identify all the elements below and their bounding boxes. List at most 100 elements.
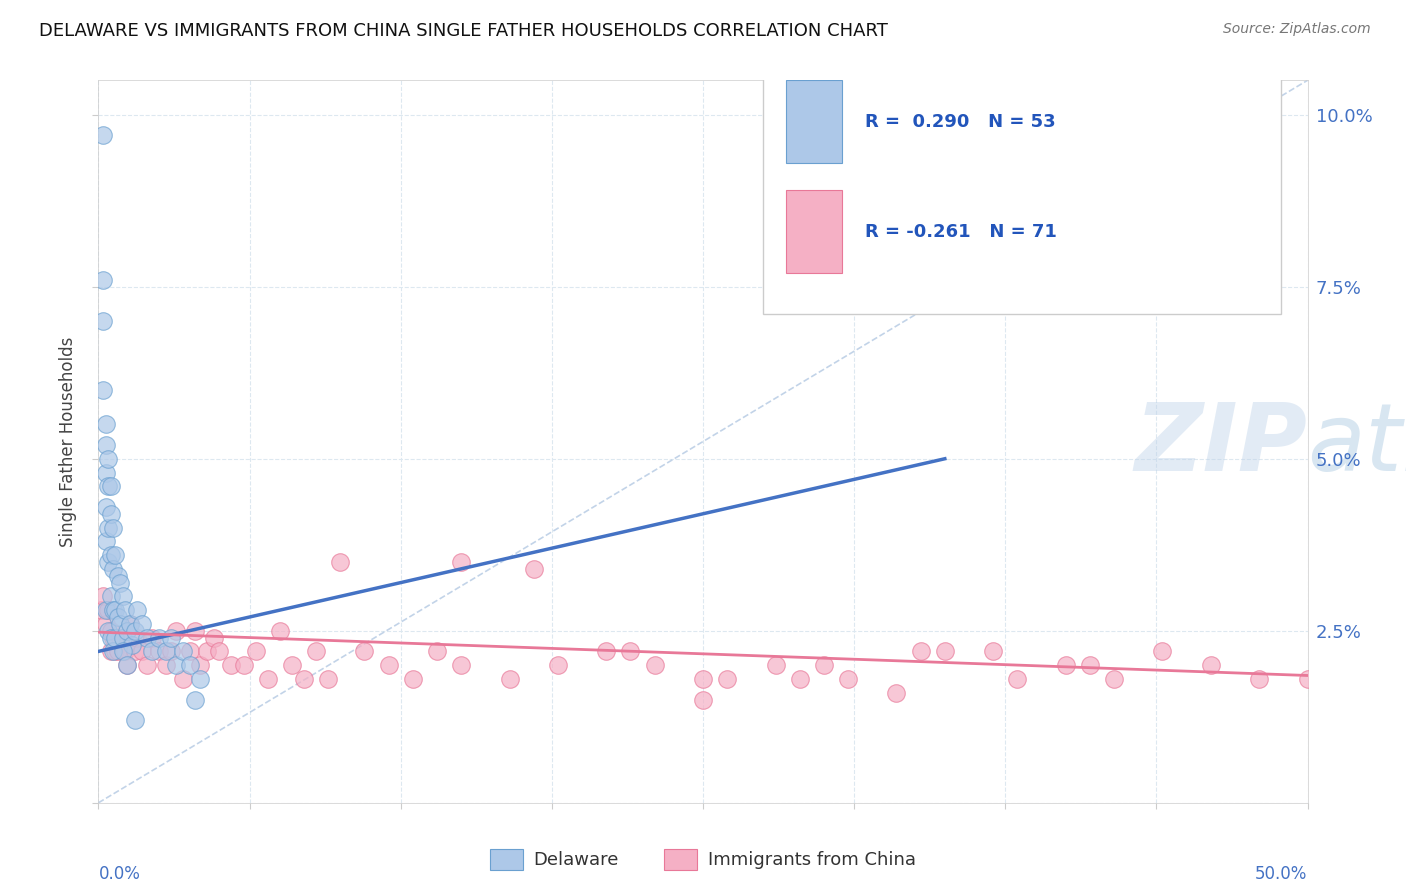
- Point: [117, 624, 139, 638]
- Text: R =  0.290   N = 53: R = 0.290 N = 53: [865, 112, 1056, 130]
- Point: [179, 658, 201, 673]
- Point: [111, 631, 134, 645]
- Point: [107, 644, 129, 658]
- Point: [100, 479, 122, 493]
- Point: [135, 631, 157, 645]
- Point: [97, 555, 120, 569]
- Point: [100, 644, 122, 658]
- Point: [141, 631, 163, 645]
- Point: [547, 658, 569, 673]
- Y-axis label: Single Father Households: Single Father Households: [59, 336, 77, 547]
- Text: Source: ZipAtlas.com: Source: ZipAtlas.com: [1223, 22, 1371, 37]
- Point: [1054, 658, 1077, 673]
- Point: [148, 631, 170, 645]
- Point: [97, 520, 120, 534]
- Point: [114, 644, 136, 658]
- Point: [124, 713, 146, 727]
- Point: [94, 466, 117, 480]
- Point: [131, 616, 153, 631]
- Point: [426, 644, 449, 658]
- Point: [124, 624, 146, 638]
- Point: [94, 417, 117, 432]
- Point: [100, 631, 122, 645]
- Point: [498, 672, 520, 686]
- Point: [94, 616, 117, 631]
- Point: [195, 644, 218, 658]
- Point: [232, 658, 254, 673]
- Point: [114, 603, 136, 617]
- Point: [886, 686, 908, 700]
- Point: [1007, 672, 1029, 686]
- Point: [94, 603, 117, 617]
- Point: [101, 644, 124, 658]
- Point: [108, 631, 131, 645]
- Point: [155, 644, 177, 658]
- Point: [692, 692, 714, 706]
- Point: [269, 624, 291, 638]
- FancyBboxPatch shape: [786, 190, 842, 273]
- Point: [165, 658, 187, 673]
- Point: [94, 438, 117, 452]
- Point: [108, 616, 131, 631]
- Point: [111, 631, 134, 645]
- Point: [127, 603, 149, 617]
- Point: [1249, 672, 1271, 686]
- Point: [100, 624, 122, 638]
- Point: [101, 562, 124, 576]
- Point: [179, 644, 201, 658]
- Point: [523, 562, 546, 576]
- Point: [100, 548, 122, 562]
- Point: [450, 555, 472, 569]
- Point: [256, 672, 278, 686]
- Point: [188, 658, 211, 673]
- Legend: Delaware, Immigrants from China: Delaware, Immigrants from China: [484, 841, 922, 877]
- Point: [204, 631, 226, 645]
- Point: [1152, 644, 1174, 658]
- Point: [111, 644, 134, 658]
- Point: [121, 638, 143, 652]
- Point: [104, 644, 127, 658]
- Point: [377, 658, 399, 673]
- Point: [245, 644, 267, 658]
- Point: [107, 568, 129, 582]
- Text: ZIP: ZIP: [1135, 399, 1308, 491]
- Point: [1296, 672, 1319, 686]
- Point: [124, 644, 146, 658]
- Point: [90, 603, 112, 617]
- Point: [619, 644, 641, 658]
- Point: [837, 672, 859, 686]
- Point: [450, 658, 472, 673]
- Point: [910, 644, 932, 658]
- Point: [111, 590, 134, 604]
- Point: [97, 624, 120, 638]
- Point: [94, 534, 117, 549]
- Point: [100, 507, 122, 521]
- Point: [329, 555, 352, 569]
- Point: [172, 672, 194, 686]
- Point: [100, 590, 122, 604]
- Point: [644, 658, 666, 673]
- Point: [91, 314, 114, 328]
- Point: [353, 644, 375, 658]
- Point: [316, 672, 339, 686]
- Text: DELAWARE VS IMMIGRANTS FROM CHINA SINGLE FATHER HOUSEHOLDS CORRELATION CHART: DELAWARE VS IMMIGRANTS FROM CHINA SINGLE…: [39, 22, 889, 40]
- Point: [281, 658, 304, 673]
- Point: [101, 603, 124, 617]
- Point: [160, 631, 183, 645]
- Point: [155, 658, 177, 673]
- Point: [127, 631, 149, 645]
- Point: [104, 548, 127, 562]
- Point: [981, 644, 1004, 658]
- Point: [172, 644, 194, 658]
- Point: [141, 644, 163, 658]
- Point: [91, 383, 114, 397]
- Point: [131, 644, 153, 658]
- Text: R = -0.261   N = 71: R = -0.261 N = 71: [865, 223, 1057, 241]
- Point: [118, 616, 141, 631]
- Point: [221, 658, 243, 673]
- Point: [716, 672, 738, 686]
- Point: [789, 672, 811, 686]
- Point: [934, 644, 956, 658]
- Point: [107, 610, 129, 624]
- Point: [765, 658, 787, 673]
